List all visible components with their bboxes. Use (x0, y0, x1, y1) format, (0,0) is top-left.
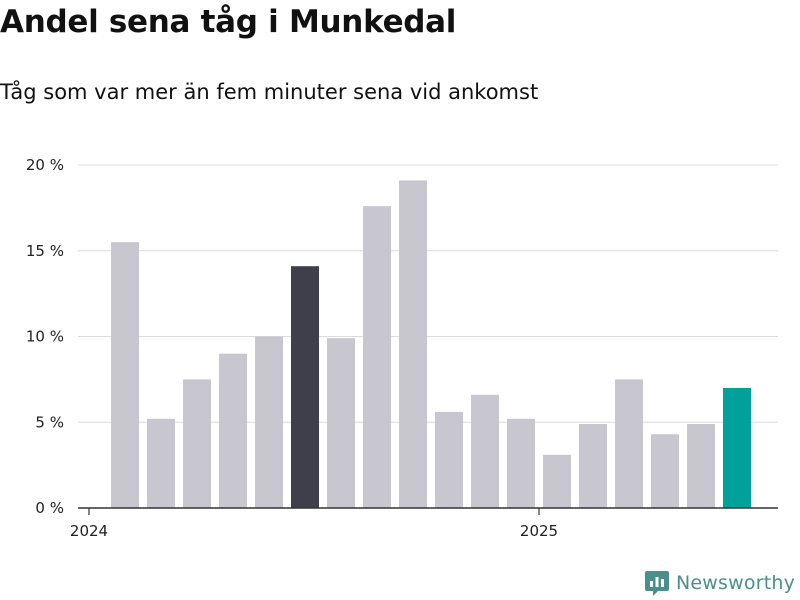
chart-title: Andel sena tåg i Munkedal (0, 4, 457, 40)
y-tick-label: 15 % (26, 242, 64, 260)
bars (111, 180, 751, 509)
axes (78, 507, 778, 515)
bar-2024-01 (111, 242, 139, 509)
bar-2024-06 (291, 266, 319, 508)
bar-2024-02 (147, 418, 175, 508)
bar-2024-07 (327, 338, 355, 508)
bar-2024-03 (183, 379, 211, 508)
bar-2025-05 (687, 423, 715, 508)
y-tick-label: 5 % (35, 413, 64, 431)
bar-2025-03 (615, 379, 643, 508)
bar-2024-09 (399, 180, 427, 508)
bar-2025-06 (723, 387, 751, 508)
chart-subtitle: Tåg som var mer än fem minuter sena vid … (0, 80, 539, 104)
bar-2025-02 (579, 423, 607, 508)
bar-2024-11 (471, 394, 499, 508)
brand-name: Newsworthy (676, 572, 796, 594)
x-tick-label: 2024 (70, 522, 108, 540)
bar-2024-10 (435, 411, 463, 508)
bar-2024-12 (507, 418, 535, 508)
bar-2024-04 (219, 353, 247, 508)
brand-logo: Newsworthy (644, 569, 795, 597)
tick-labels: 0 % 5 % 10 % 15 % 20 % 2024 2025 (26, 156, 558, 540)
y-tick-label: 0 % (35, 499, 64, 517)
y-tick-label: 20 % (26, 156, 64, 174)
y-tick-label: 10 % (26, 328, 64, 346)
bar-2024-05 (255, 336, 283, 508)
bar-2025-01 (543, 454, 571, 508)
newsworthy-logo-icon (645, 571, 669, 596)
bar-2025-04 (651, 434, 679, 508)
x-tick-label: 2025 (520, 522, 558, 540)
bar-2024-08 (363, 206, 391, 508)
